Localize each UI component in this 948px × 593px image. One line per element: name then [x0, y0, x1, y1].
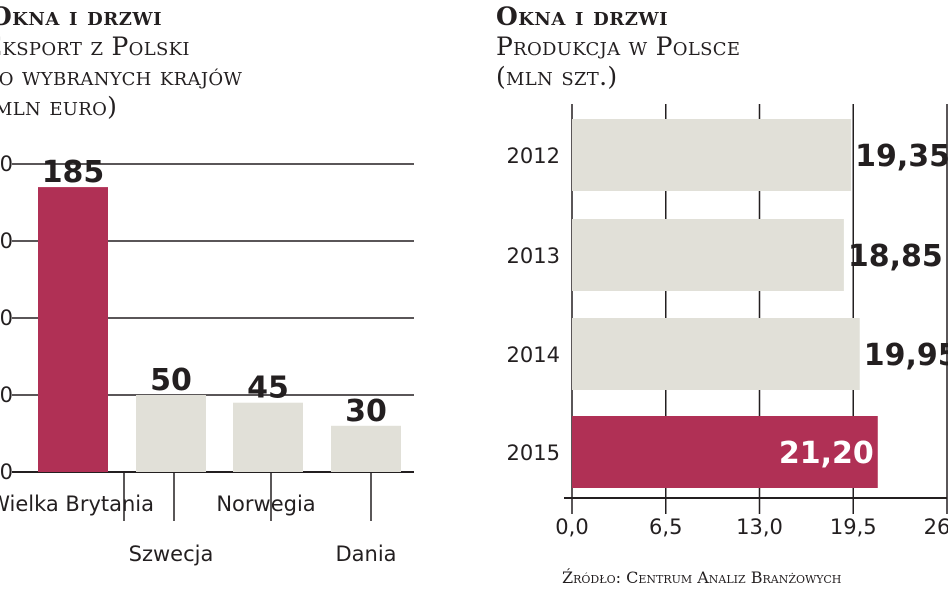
left-y-tick-label: 0 [0, 460, 13, 484]
left-category-label: Szwecja [129, 542, 214, 566]
right-bar-value-label: 21,20 [779, 436, 874, 471]
left-bar [331, 425, 401, 472]
right-x-tick-label: 13,0 [736, 515, 783, 539]
left-chart-subtitle-2: do wybranych krajów [0, 62, 243, 91]
right-x-tick-label: 6,5 [649, 515, 682, 539]
left-bar-value-label: 30 [345, 394, 387, 429]
right-bar-value-label: 19,35 [855, 139, 948, 174]
source-note: Źródło: Centrum Analiz Branżowych [562, 568, 842, 587]
right-bar-value-label: 19,95 [864, 338, 948, 373]
right-bar [572, 219, 844, 291]
left-bar [233, 402, 303, 472]
left-category-label: Norwegia [216, 492, 315, 516]
left-bar [38, 187, 108, 472]
left-chart-title: Okna i drzwi [0, 2, 163, 31]
left-y-tick-label: 200 [0, 152, 13, 176]
right-chart-subtitle-2: (mln szt.) [496, 62, 618, 91]
left-y-tick-label: 150 [0, 229, 13, 253]
right-x-tick-label: 26,0 [924, 515, 948, 539]
right-chart-title: Okna i drzwi [496, 2, 669, 31]
right-category-label: 2012 [507, 144, 560, 168]
left-bar-value-label: 185 [42, 155, 105, 190]
right-category-label: 2014 [507, 343, 560, 367]
left-bar [136, 395, 206, 472]
right-chart-subtitle-1: Produkcja w Polsce [496, 32, 741, 61]
left-chart-subtitle-3: (mln euro) [0, 92, 118, 121]
left-y-tick-label: 50 [0, 383, 13, 407]
right-category-label: 2015 [507, 441, 560, 465]
right-category-label: 2013 [507, 244, 560, 268]
left-y-tick-label: 100 [0, 306, 13, 330]
left-bar-value-label: 50 [150, 363, 192, 398]
left-chart-subtitle-1: Eksport z Polski [0, 32, 190, 61]
left-category-label: Dania [335, 542, 396, 566]
right-bar [572, 416, 878, 488]
left-bar-value-label: 45 [247, 371, 289, 406]
right-x-tick-label: 0,0 [555, 515, 588, 539]
left-category-label: Wielka Brytania [0, 492, 154, 516]
right-bar-value-label: 18,85 [848, 239, 943, 274]
right-bar [572, 119, 852, 191]
right-x-tick-label: 19,5 [830, 515, 877, 539]
right-bar [572, 318, 860, 390]
